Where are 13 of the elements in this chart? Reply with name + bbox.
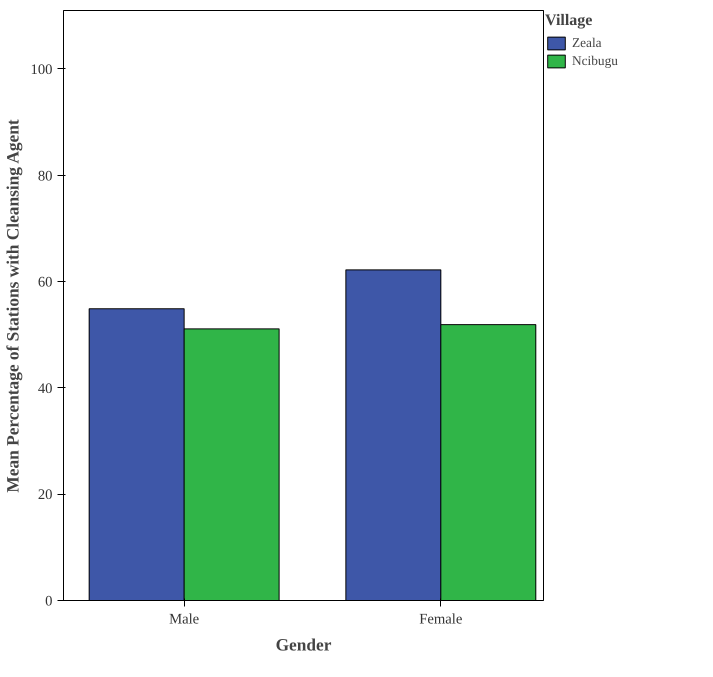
x-tick-label: Female: [419, 612, 462, 628]
legend-title: Village: [545, 12, 594, 30]
y-tick-label: 0: [45, 594, 52, 610]
y-tick-label: 20: [38, 487, 52, 504]
y-axis-title: Mean Percentage of Stations with Cleansing Agent: [4, 119, 23, 493]
y-tick-label: 100: [30, 62, 52, 78]
y-tick-label: 80: [38, 168, 52, 184]
y-tick-label: 60: [38, 274, 52, 291]
x-tick-label: Male: [169, 612, 200, 628]
legend-label: Ncibugu: [572, 53, 618, 69]
legend-label: Zeala: [572, 35, 602, 51]
y-tick-label: 40: [38, 380, 52, 397]
x-axis-title: Gender: [276, 636, 332, 654]
